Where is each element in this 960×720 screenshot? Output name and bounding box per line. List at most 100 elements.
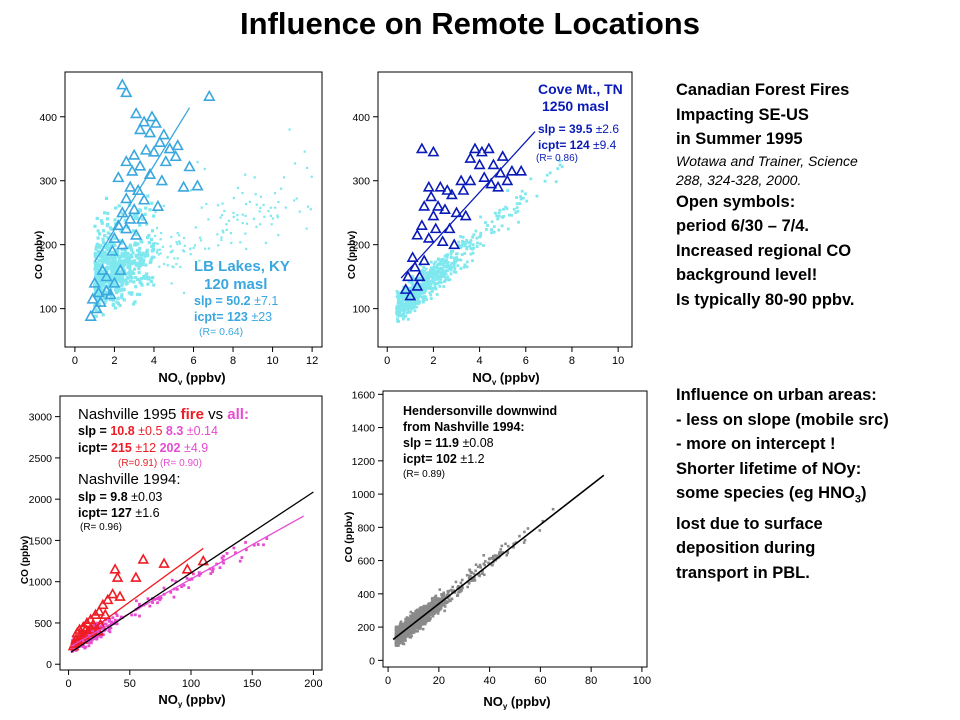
data-point <box>96 236 100 240</box>
data-point <box>103 234 107 238</box>
data-point <box>232 196 235 200</box>
intercept-fire: 215 <box>111 441 132 455</box>
data-point <box>474 569 477 573</box>
data-point <box>452 256 456 260</box>
data-point <box>99 219 104 223</box>
data-point <box>135 261 140 265</box>
data-point <box>115 622 119 626</box>
data-point <box>410 626 414 629</box>
data-point <box>515 196 518 199</box>
data-point <box>111 273 115 277</box>
data-point <box>508 213 511 217</box>
data-point <box>413 300 417 303</box>
data-point <box>114 281 118 286</box>
fit-annotation: Nashville 1995 fire vs all: slp = 10.8 ±… <box>78 406 249 533</box>
data-point <box>179 265 182 268</box>
data-point <box>438 277 442 280</box>
triangle-point <box>99 608 112 620</box>
data-point <box>460 244 464 248</box>
data-point <box>118 280 123 284</box>
triangle-point <box>411 228 424 240</box>
data-point <box>98 245 102 250</box>
data-point <box>112 242 116 246</box>
data-point <box>223 209 226 213</box>
data-point <box>170 578 174 582</box>
data-point <box>395 295 399 299</box>
r-value: (R= 0.89) <box>403 469 445 480</box>
data-point <box>151 242 155 246</box>
data-point <box>236 186 239 189</box>
data-point <box>116 301 121 306</box>
data-point <box>137 270 141 275</box>
data-point <box>454 270 458 274</box>
triangle-point <box>86 623 98 634</box>
data-point <box>103 293 107 298</box>
data-point <box>110 271 114 275</box>
caption-line: background level! <box>676 266 818 284</box>
data-point <box>401 640 405 644</box>
data-point <box>404 639 407 642</box>
data-point <box>113 243 117 248</box>
data-point <box>397 306 401 309</box>
data-point <box>405 306 408 310</box>
data-point <box>432 262 436 266</box>
data-point <box>120 252 125 256</box>
data-point <box>394 628 398 631</box>
data-point <box>486 224 489 227</box>
data-point <box>421 613 425 617</box>
y-tick-label: 1000 <box>29 577 53 589</box>
data-point <box>404 293 408 297</box>
data-point <box>471 243 475 247</box>
data-point <box>173 257 176 260</box>
svg-text:icpt= 102 ±1.2: icpt= 102 ±1.2 <box>403 452 485 466</box>
data-point <box>110 620 114 624</box>
data-point <box>441 602 445 605</box>
fit-line <box>94 107 191 263</box>
data-point <box>436 272 440 276</box>
data-point <box>415 305 419 309</box>
data-point <box>108 226 113 230</box>
data-point <box>464 242 467 246</box>
data-point <box>444 272 448 276</box>
data-point <box>204 247 207 250</box>
data-point <box>125 258 129 263</box>
data-point <box>439 262 443 266</box>
y-tick-label: 400 <box>39 112 57 124</box>
triangle-point <box>404 289 417 301</box>
triangle-point <box>501 174 514 186</box>
data-point <box>415 624 419 628</box>
data-point <box>398 296 401 300</box>
data-point <box>97 634 101 638</box>
data-point <box>469 239 473 242</box>
data-point <box>497 228 501 232</box>
data-point <box>421 270 424 274</box>
data-point <box>472 577 476 580</box>
data-point <box>434 269 438 273</box>
data-point <box>446 275 450 279</box>
data-point <box>440 596 444 600</box>
slope-all-error: ±0.14 <box>187 424 218 438</box>
data-point <box>412 292 415 296</box>
data-point <box>543 179 547 183</box>
data-point <box>95 216 99 221</box>
data-point <box>396 317 399 321</box>
data-point <box>545 173 549 177</box>
chart-lb-lakes: 0 2 4 6 8 10 12 100 200 300 400 CO (ppbv) NOy (ppb… <box>34 71 323 385</box>
triangle-point <box>436 235 449 246</box>
data-point <box>150 244 154 248</box>
axes: 0 20 40 60 80 1000200400600800100012001400160… <box>352 389 651 687</box>
data-point <box>460 578 464 582</box>
data-point <box>149 257 153 261</box>
data-point <box>121 287 125 291</box>
data-point <box>220 556 224 560</box>
triangle-point <box>448 238 461 250</box>
data-point <box>413 295 417 299</box>
data-point <box>122 279 126 283</box>
intercept-error: ±9.4 <box>593 138 617 152</box>
data-point <box>556 167 560 171</box>
data-point <box>396 309 400 313</box>
data-point <box>482 562 486 566</box>
data-point <box>131 229 136 233</box>
data-point <box>137 252 141 257</box>
data-point <box>225 223 228 226</box>
